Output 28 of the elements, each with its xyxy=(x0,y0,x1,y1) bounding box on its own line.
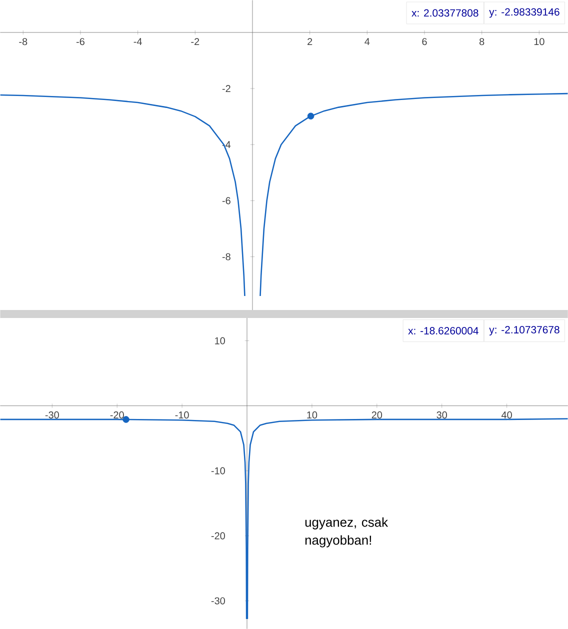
x-tick-label: 40 xyxy=(501,411,512,418)
annotation: x: -18.6260004 xyxy=(408,327,478,334)
x-tick-label: -8 xyxy=(19,38,28,46)
annotation: y: -2.10737678 xyxy=(489,326,560,336)
x-tick-label: 20 xyxy=(372,411,382,418)
annotation: x: 2.03377808 xyxy=(412,9,478,17)
x-tick-label: -20 xyxy=(110,411,124,418)
x-tick-label: 6 xyxy=(422,38,427,46)
annotation: y: -2.98339146 xyxy=(489,8,560,18)
x-tick-label: -4 xyxy=(134,38,142,45)
x-tick-label: 8 xyxy=(479,38,484,46)
x-tick-label: 30 xyxy=(436,411,447,418)
x-tick-label: -30 xyxy=(45,411,59,418)
y-tick-label: -30 xyxy=(211,597,225,604)
x-tick-label: 4 xyxy=(364,38,370,45)
annotation: ugyanez, csak nagyobban! xyxy=(305,517,388,548)
y-tick-label: 10 xyxy=(215,337,225,344)
x-tick-label: -10 xyxy=(175,411,189,418)
x-tick-label: -6 xyxy=(76,38,84,46)
y-tick-label: -6 xyxy=(222,197,230,204)
y-tick-label: -20 xyxy=(211,532,225,540)
y-tick-label: -10 xyxy=(211,467,225,474)
x-tick-label: 10 xyxy=(307,411,318,418)
y-tick-label: -8 xyxy=(222,253,230,260)
x-tick-label: -2 xyxy=(191,38,200,46)
x-tick-label: 10 xyxy=(534,38,544,46)
y-tick-label: -2 xyxy=(222,85,230,92)
x-tick-label: 2 xyxy=(308,38,312,46)
